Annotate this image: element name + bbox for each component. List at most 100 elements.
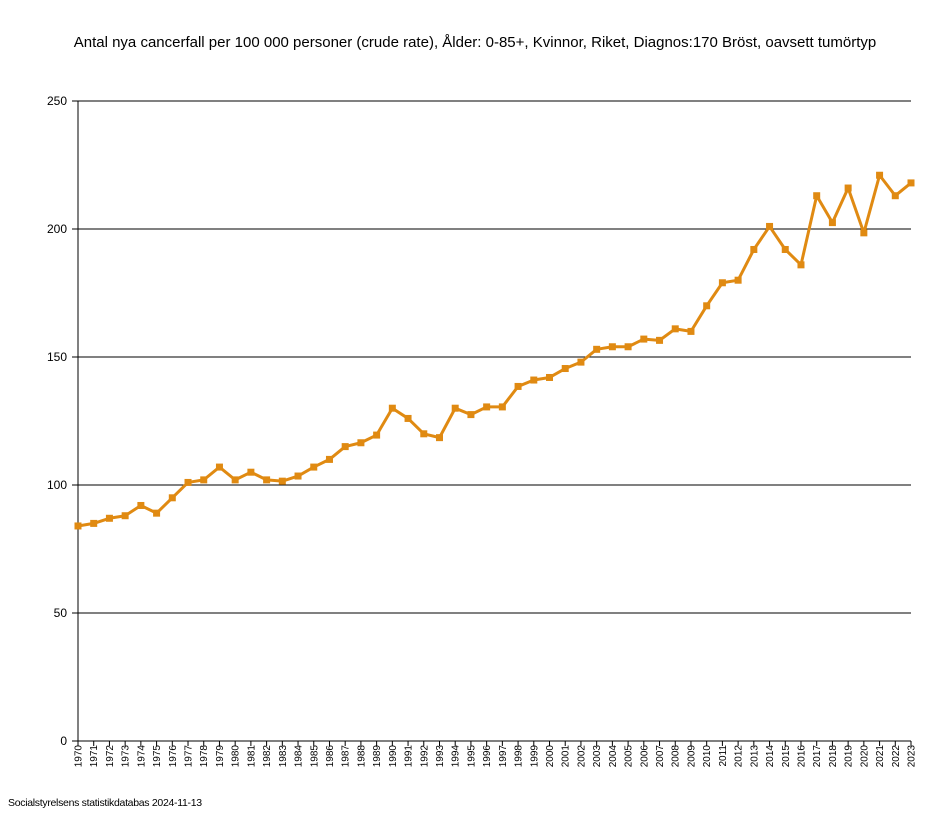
data-point-1974 [137, 501, 145, 509]
x-tick-label: 2008 [671, 745, 682, 768]
data-point-2017 [813, 192, 821, 200]
x-tick-label: 2021 [875, 745, 886, 768]
data-point-2020 [860, 229, 868, 237]
data-point-1996 [483, 403, 491, 411]
x-tick-label: 1994 [451, 745, 462, 768]
data-point-2003 [593, 345, 601, 353]
x-tick-label: 2020 [859, 745, 870, 768]
data-point-2005 [624, 343, 632, 351]
data-point-2001 [561, 365, 569, 373]
data-point-1983 [278, 477, 286, 485]
data-point-1980 [231, 476, 239, 484]
x-tick-label: 1995 [466, 745, 477, 768]
x-tick-label: 2003 [592, 745, 603, 768]
x-tick-label: 2023 [907, 745, 918, 768]
data-point-1982 [263, 476, 271, 484]
x-tick-label: 1992 [419, 745, 430, 768]
data-point-1986 [325, 455, 333, 463]
x-tick-label: 1993 [435, 745, 446, 768]
data-point-1999 [530, 376, 538, 384]
data-point-2016 [797, 261, 805, 269]
x-tick-label: 1974 [136, 745, 147, 768]
x-tick-label: 1986 [325, 745, 336, 768]
x-tick-label: 1996 [482, 745, 493, 768]
x-tick-label: 2015 [781, 745, 792, 768]
source-note: Socialstyrelsens statistikdatabas 2024-1… [8, 797, 202, 809]
x-tick-label: 2012 [734, 745, 745, 768]
data-point-1978 [200, 476, 208, 484]
data-point-1971 [90, 519, 98, 527]
x-tick-label: 1989 [372, 745, 383, 768]
data-point-2002 [577, 358, 585, 366]
data-point-1997 [498, 403, 506, 411]
data-point-2010 [703, 302, 711, 310]
x-tick-label: 1990 [388, 745, 399, 768]
data-point-2018 [828, 219, 836, 227]
y-tick-label: 0 [60, 734, 67, 748]
data-point-1979 [215, 463, 223, 471]
x-tick-label: 1980 [231, 745, 242, 768]
x-tick-label: 1999 [529, 745, 540, 768]
x-tick-label: 1978 [199, 745, 210, 768]
x-tick-label: 1972 [105, 745, 116, 768]
x-tick-label: 2002 [576, 745, 587, 768]
y-tick-label: 200 [47, 222, 67, 236]
data-point-1973 [121, 512, 129, 520]
data-point-1993 [435, 434, 443, 442]
data-point-2022 [891, 192, 899, 200]
x-tick-label: 2009 [686, 745, 697, 768]
y-tick-label: 100 [47, 478, 67, 492]
data-point-1988 [357, 439, 365, 447]
data-point-1970 [74, 522, 82, 530]
y-tick-label: 150 [47, 350, 67, 364]
data-point-1998 [514, 382, 522, 390]
x-tick-label: 1979 [215, 745, 226, 768]
data-point-2011 [718, 279, 726, 287]
x-tick-label: 1975 [152, 745, 163, 768]
data-point-1976 [168, 494, 176, 502]
x-tick-label: 1973 [121, 745, 132, 768]
data-point-2006 [640, 335, 648, 343]
x-tick-label: 2022 [891, 745, 902, 768]
data-point-1994 [451, 404, 459, 412]
data-point-1990 [388, 404, 396, 412]
x-tick-label: 1998 [514, 745, 525, 768]
data-point-2009 [687, 327, 695, 335]
x-tick-label: 2007 [655, 745, 666, 768]
data-point-1987 [341, 443, 349, 451]
x-tick-label: 1977 [184, 745, 195, 768]
data-point-1975 [153, 509, 161, 517]
x-tick-label: 1988 [356, 745, 367, 768]
data-point-1991 [404, 414, 412, 422]
data-point-2023 [907, 179, 915, 187]
x-tick-label: 1971 [89, 745, 100, 768]
axes [72, 100, 912, 746]
x-tick-label: 2011 [718, 745, 729, 767]
x-tick-label: 2016 [796, 745, 807, 768]
data-point-1977 [184, 478, 192, 486]
x-tick-label: 1983 [278, 745, 289, 768]
x-tick-label: 2006 [639, 745, 650, 768]
x-tick-label: 2001 [561, 745, 572, 768]
x-tick-label: 2005 [624, 745, 635, 768]
data-point-1989 [373, 431, 381, 439]
y-tick-label: 50 [54, 606, 68, 620]
data-point-2008 [671, 325, 679, 333]
data-point-2015 [781, 245, 789, 253]
data-point-2007 [656, 336, 664, 344]
gridlines [78, 100, 911, 614]
data-point-2014 [766, 222, 774, 230]
y-tick-labels: 0 50 100 150 200 250 [47, 94, 67, 748]
x-tick-label: 2018 [828, 745, 839, 768]
x-tick-label: 1984 [294, 745, 305, 768]
data-point-2013 [750, 245, 758, 253]
x-tick-label: 2014 [765, 745, 776, 768]
x-tick-label: 1970 [74, 745, 85, 768]
data-point-2000 [546, 373, 554, 381]
data-point-1985 [310, 463, 318, 471]
data-point-2021 [876, 171, 884, 179]
series-line [77, 173, 912, 528]
data-point-1995 [467, 411, 475, 419]
x-tick-label: 1987 [341, 745, 352, 768]
